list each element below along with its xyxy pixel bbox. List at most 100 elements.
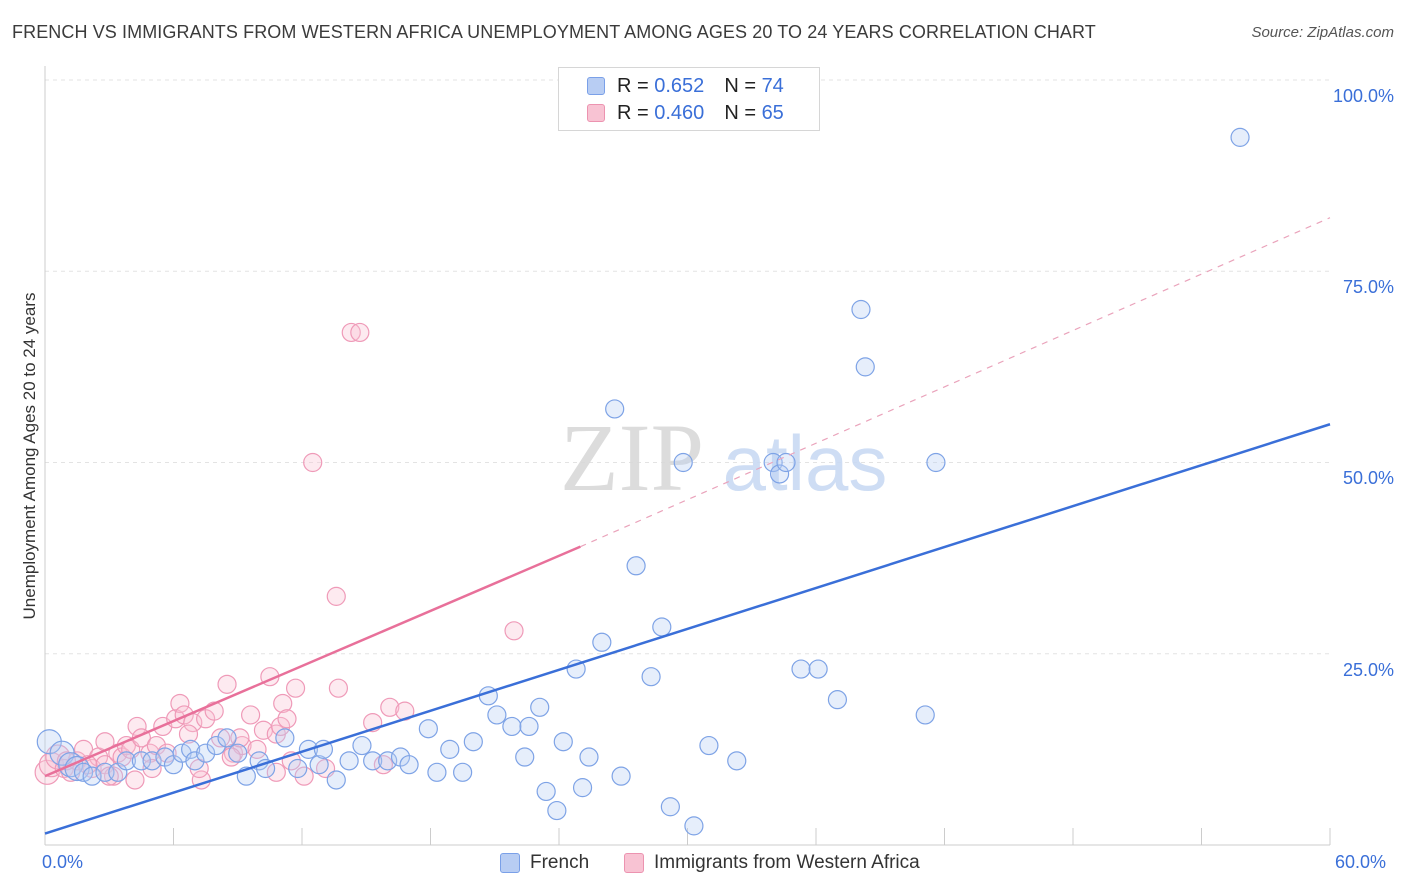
legend-swatch-blue (587, 77, 605, 95)
data-point-french (217, 728, 237, 748)
data-point-french (326, 770, 346, 790)
data-point-french (196, 743, 216, 763)
y-tick-label: 50.0% (1342, 468, 1394, 488)
data-point-french (592, 632, 612, 652)
data-point-french (185, 751, 205, 771)
data-point-french (249, 751, 269, 771)
trend-lines (44, 217, 1331, 835)
legend-row-immigrants: R = 0.460 N = 65 (587, 101, 784, 125)
bottom-swatch-blue (500, 853, 520, 873)
data-point-french (206, 735, 226, 756)
data-point-french (926, 452, 946, 473)
data-point-french (530, 697, 550, 717)
data-point-french (313, 739, 334, 759)
legend-r-label: R = (617, 101, 649, 124)
y-tick-label: 100.0% (1332, 86, 1394, 106)
data-point-french (605, 399, 625, 419)
data-point-french (699, 735, 719, 756)
chart-title: FRENCH VS IMMIGRANTS FROM WESTERN AFRICA… (12, 22, 1096, 42)
legend-n-label: N = (724, 101, 756, 124)
grid-lines (45, 79, 1330, 655)
data-point-french (1230, 127, 1250, 147)
data-point-french (808, 659, 828, 679)
data-point-french (727, 751, 747, 771)
trend-line-immigrants-extension (580, 217, 1331, 548)
data-point-immigrants (125, 770, 145, 790)
data-point-french (515, 747, 535, 767)
data-point-french (82, 766, 102, 786)
series-immigrants-points (34, 322, 524, 790)
data-point-immigrants (326, 586, 346, 606)
x-tick-label: 60.0% (1335, 852, 1387, 872)
data-point-french (536, 781, 556, 802)
data-point-immigrants (273, 693, 293, 714)
data-point-french (827, 690, 848, 710)
source-label: Source: ZipAtlas.com (1251, 24, 1394, 41)
data-point-french (339, 751, 359, 771)
data-point-immigrants (350, 322, 370, 343)
bottom-legend-french: French (500, 852, 589, 874)
data-point-french (181, 739, 201, 759)
data-point-immigrants (142, 758, 162, 779)
bottom-legend-label: Immigrants from Western Africa (654, 852, 920, 873)
legend-n-value: 65 (761, 101, 784, 124)
bottom-legend-label: French (530, 852, 590, 873)
data-point-immigrants (504, 621, 524, 641)
data-point-french (453, 762, 473, 782)
data-point-immigrants (303, 452, 323, 473)
data-point-french (116, 751, 136, 771)
data-point-french (427, 762, 447, 782)
trend-line-french (44, 423, 1331, 835)
data-point-french (641, 667, 661, 687)
data-point-french (572, 778, 593, 798)
data-point-french (463, 732, 483, 752)
data-point-french (440, 739, 460, 759)
data-point-french (399, 755, 419, 775)
data-point-french (131, 751, 151, 771)
data-point-french (519, 716, 539, 737)
data-point-french (684, 816, 704, 836)
legend-r-label: R = (617, 74, 649, 97)
legend-r-value: 0.652 (654, 74, 705, 97)
watermark-zip: ZIP (560, 404, 704, 511)
data-point-french (547, 800, 567, 821)
data-point-french (660, 797, 680, 817)
data-point-french (673, 452, 693, 473)
legend-n-value: 74 (761, 74, 784, 97)
data-point-french (418, 719, 438, 739)
data-point-immigrants (170, 693, 190, 714)
axes (44, 66, 1331, 846)
data-point-french (851, 299, 871, 320)
legend-r-value: 0.460 (654, 101, 705, 124)
data-point-french (352, 735, 372, 756)
data-point-immigrants (328, 678, 349, 698)
data-point-french (363, 751, 383, 771)
data-point-immigrants (217, 674, 237, 694)
legend-n-label: N = (724, 74, 756, 97)
x-tick-label: 0.0% (42, 852, 84, 872)
bottom-swatch-pink (624, 853, 644, 873)
data-point-french (502, 716, 522, 737)
correlation-legend: R = 0.652 N = 74 R = 0.460 N = 65 (558, 67, 820, 131)
y-tick-label: 75.0% (1342, 277, 1394, 297)
data-point-french (776, 452, 796, 473)
data-point-immigrants (294, 766, 314, 786)
data-point-french (142, 751, 162, 771)
data-point-french (275, 728, 295, 748)
data-point-french (309, 755, 329, 775)
data-point-immigrants (270, 716, 291, 737)
data-point-immigrants (247, 739, 267, 759)
data-point-french (579, 747, 599, 767)
data-point-immigrants (266, 762, 286, 782)
watermark: ZIP atlas (560, 404, 887, 511)
watermark-atlas: atlas (723, 419, 888, 507)
data-point-french (769, 464, 790, 484)
data-point-immigrants (277, 709, 297, 729)
data-point-french (791, 659, 811, 679)
data-point-immigrants (241, 705, 261, 725)
data-point-french (611, 766, 631, 786)
data-point-french (288, 758, 308, 779)
data-point-french (915, 705, 935, 725)
data-point-french (378, 751, 398, 771)
